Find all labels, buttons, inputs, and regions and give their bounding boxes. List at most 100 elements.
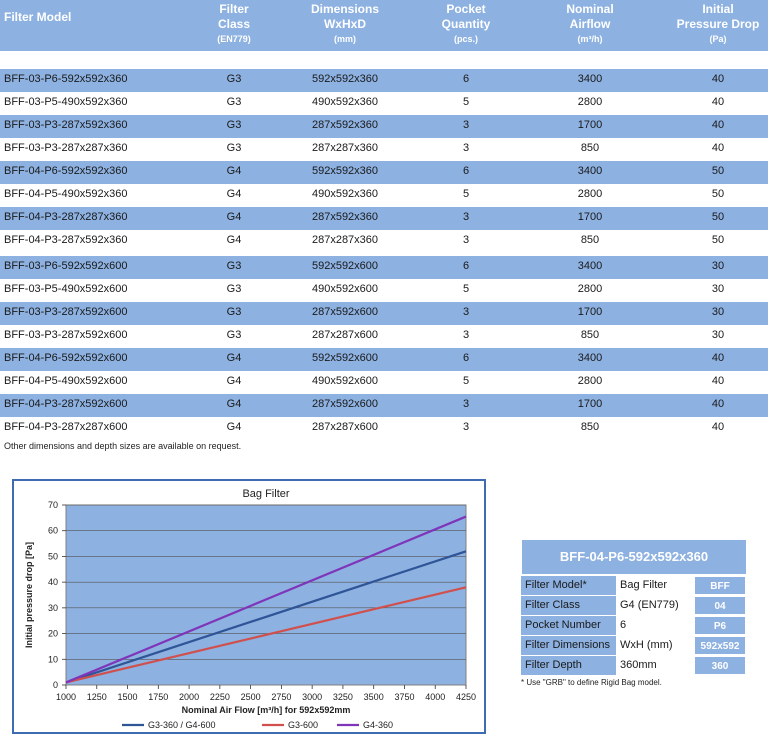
pressure-drop-cell: 50 [711,188,725,200]
model-cell: BFF-03-P3-287x287x360 [4,142,128,154]
table-row: BFF-04-P3-287x287x600 G4 287x287x600 3 850 40 [0,417,768,440]
class-cell: G4 [226,352,242,364]
model-cell: BFF-04-P5-490x592x360 [4,188,128,200]
pocket-quantity-cell: 3 [462,329,470,341]
pressure-drop-cell: 30 [711,283,725,295]
x-tick-label: 3250 [333,692,353,702]
airflow-cell: 850 [580,142,600,154]
dimensions-cell: 287x592x360 [311,211,379,223]
chart-title: Bag Filter [242,488,289,500]
table-row: BFF-04-P5-490x592x600 G4 490x592x600 5 2800 4… [0,371,768,394]
pressure-drop-cell: 30 [711,260,725,272]
dimensions-cell: 592x592x360 [311,165,379,177]
model-cell: BFF-04-P6-592x592x360 [4,165,128,177]
class-cell: G4 [226,234,242,246]
pocket-quantity-cell: 3 [462,306,470,318]
code-field-label: Filter Model* [521,576,616,595]
model-cell: BFF-03-P3-287x592x360 [4,119,128,131]
x-tick-label: 1500 [118,692,138,702]
code-field-label: Filter Class [521,596,616,615]
class-cell: G3 [226,142,242,154]
table-row: BFF-03-P6-592x592x600 G3 592x592x600 6 3400 3… [0,256,768,279]
availability-note: Other dimensions and depth sizes are ava… [4,441,242,451]
header-nominal-airflow: Nominal Airflow (m³/h) [566,2,614,44]
model-cell: BFF-03-P3-287x592x600 [4,329,128,341]
pocket-quantity-cell: 5 [462,375,470,387]
pocket-quantity-cell: 3 [462,119,470,131]
code-field-value: 6 [620,619,627,631]
dimensions-cell: 490x592x360 [311,188,379,200]
airflow-cell: 1700 [577,119,603,131]
pressure-drop-cell: 40 [711,142,725,154]
header-filter-class: Filter Class (EN779) [217,2,251,44]
table-row: BFF-03-P5-490x592x600 G3 490x592x600 5 2800 3… [0,279,768,302]
pocket-quantity-cell: 5 [462,96,470,108]
airflow-cell: 2800 [577,188,603,200]
x-tick-label: 2750 [271,692,291,702]
class-cell: G3 [226,260,242,272]
series-line [65,515,467,684]
pressure-drop-cell: 40 [711,398,725,410]
chart-svg: 0 10 20 30 40 50 60 70 1000 1250 1500 1750 2000 2250 2… [24,488,476,730]
pressure-drop-cell: 40 [711,73,725,85]
x-tick-label: 2000 [179,692,199,702]
x-tick-label: 3500 [364,692,384,702]
model-code-row: Filter Dimensions WxH (mm) 592x592 [521,636,747,655]
x-tick-label: 1000 [56,692,76,702]
class-cell: G3 [226,119,242,131]
class-cell: G4 [226,188,242,200]
header-dimensions: Dimensions WxHxD (mm) [310,2,379,44]
airflow-cell: 3400 [577,73,603,85]
airflow-cell: 1700 [577,306,603,318]
code-field-value: WxH (mm) [620,639,673,651]
table-row: BFF-04-P5-490x592x360 G4 490x592x360 5 2800 5… [0,184,768,207]
y-tick-label: 20 [48,629,58,639]
model-cell: BFF-04-P3-287x287x360 [4,211,128,223]
code-segment: P6 [694,616,746,635]
y-tick-label: 30 [48,603,58,613]
pressure-drop-cell: 30 [711,329,725,341]
model-code-rows: Filter Model* Bag Filter BFF Filter Class G4… [521,576,747,675]
dimensions-cell: 287x592x600 [311,398,379,410]
bag-filter-chart: 0 10 20 30 40 50 60 70 1000 1250 1500 1750 2000 2250 2… [12,479,486,734]
pocket-quantity-cell: 5 [462,188,470,200]
code-segment: 360 [694,656,746,675]
code-field-label: Filter Depth [521,656,616,675]
y-tick-label: 70 [48,500,58,510]
dimensions-cell: 287x287x360 [311,234,379,246]
dimensions-cell: 490x592x600 [311,283,379,295]
pressure-drop-cell: 40 [711,96,725,108]
model-code-legend: BFF-04-P6-592x592x360 Filter Model* Bag F… [521,539,747,687]
model-cell: BFF-04-P5-490x592x600 [4,375,128,387]
pocket-quantity-cell: 3 [462,142,470,154]
x-tick-label: 2500 [241,692,261,702]
model-cell: BFF-04-P3-287x592x360 [4,234,128,246]
dimensions-cell: 287x592x600 [311,306,379,318]
class-cell: G4 [226,375,242,387]
header-initial-pressure-drop: Initial Pressure Drop (Pa) [676,2,760,44]
model-cell: BFF-03-P5-490x592x360 [4,96,128,108]
class-cell: G3 [226,329,242,341]
class-cell: G3 [226,306,242,318]
pressure-drop-cell: 40 [711,119,725,131]
code-field-value: Bag Filter [620,579,668,591]
code-field-value: G4 (EN779) [620,599,679,611]
pocket-quantity-cell: 3 [462,398,470,410]
class-cell: G3 [226,283,242,295]
table-row: BFF-03-P3-287x287x360 G3 287x287x360 3 850 40 [0,138,768,161]
pocket-quantity-cell: 3 [462,234,470,246]
x-axis-label: Nominal Air Flow [m³/h] for 592x592mm [182,705,351,715]
table-header: Filter Model Filter Class (EN779) Dimens… [0,0,768,51]
pressure-drop-cell: 50 [711,211,725,223]
header-pocket-quantity: Pocket Quantity (pcs.) [441,2,491,44]
code-segment: BFF [694,576,746,595]
table-row: BFF-03-P3-287x592x600 G3 287x287x600 3 850 30 [0,325,768,348]
legend-label: G3-600 [288,720,318,730]
pocket-quantity-cell: 3 [462,421,470,433]
code-field-label: Pocket Number [521,616,616,635]
table-row: BFF-04-P3-287x592x600 G4 287x592x600 3 1700 4… [0,394,768,417]
table-row: BFF-03-P3-287x592x600 G3 287x592x600 3 1700 3… [0,302,768,325]
code-segment: 04 [694,596,746,615]
x-tick-label: 3750 [394,692,414,702]
series-line [65,550,467,684]
